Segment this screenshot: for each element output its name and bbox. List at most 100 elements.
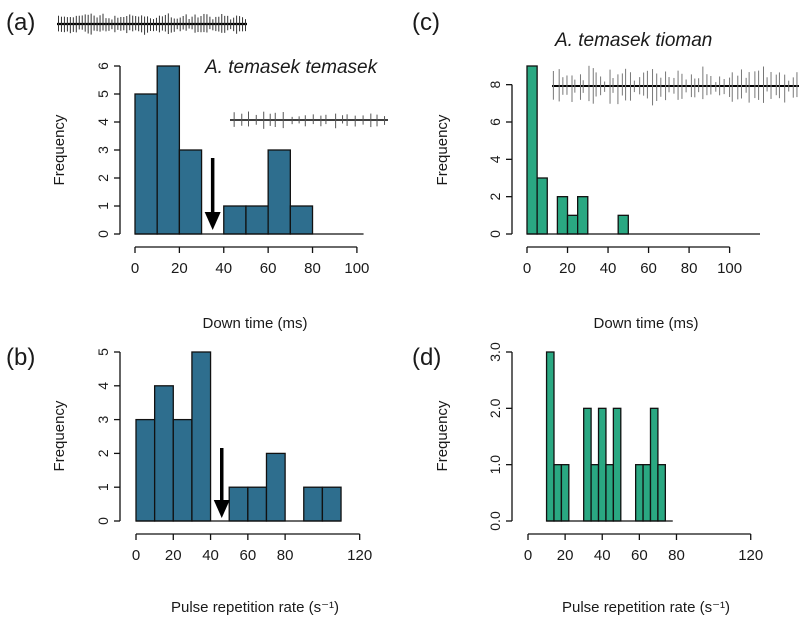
bar (553, 464, 563, 522)
y-tick-label: 1 (95, 202, 111, 210)
bar (612, 407, 622, 522)
y-tick-label: 5 (95, 90, 111, 98)
bar (536, 177, 548, 235)
y-tick-label: 3.0 (487, 342, 503, 362)
panel-b: (b) 0 20 40 60 80 120 0 1 2 3 4 5 Pulse repetition… (6, 344, 372, 616)
panel-d-xlabel: Pulse repetition rate (s⁻¹) (562, 599, 730, 616)
panel-c-waveform (552, 65, 799, 106)
x-tick-label: 0 (524, 547, 532, 564)
panel-a-waveform-full (57, 13, 247, 35)
bar (566, 214, 579, 235)
bar (289, 205, 314, 235)
x-tick-label: 40 (202, 547, 219, 564)
x-tick-label: 100 (344, 260, 369, 277)
panel-a-ylabel: Frequency (51, 114, 68, 185)
panel-a-title: A. temasek temasek (204, 57, 379, 78)
bar (560, 464, 570, 522)
panel-c-label: (c) (412, 9, 440, 36)
y-tick-label: 4 (95, 382, 111, 390)
x-tick-label: 0 (523, 260, 531, 277)
bar (135, 418, 156, 522)
panel-a-label: (a) (6, 9, 35, 36)
y-tick-label: 0 (95, 517, 111, 525)
x-tick-label: 60 (239, 547, 256, 564)
x-tick-label: 80 (277, 547, 294, 564)
bar (265, 452, 286, 522)
bar (590, 464, 600, 522)
panel-b-xlabel: Pulse repetition rate (s⁻¹) (171, 599, 339, 616)
panel-b-yticks: 0 1 2 3 4 5 (95, 348, 120, 525)
arrow-head (213, 500, 230, 518)
y-tick-label: 4 (487, 155, 503, 163)
y-tick-label: 1.0 (487, 455, 503, 475)
x-tick-label: 80 (681, 260, 698, 277)
panel-a-yticks: 0 1 2 3 4 5 6 (95, 62, 120, 238)
bar (526, 65, 538, 235)
y-tick-label: 0.0 (487, 511, 503, 531)
x-tick-label: 80 (668, 547, 685, 564)
y-tick-label: 2.0 (487, 398, 503, 418)
panel-d-yticks: 0.0 1.0 2.0 3.0 (487, 342, 512, 531)
panel-a-xlabel: Down time (ms) (202, 315, 307, 332)
panel-d-ylabel: Frequency (434, 400, 451, 471)
y-tick-label: 2 (95, 449, 111, 457)
panel-c-bars (526, 65, 760, 235)
bar (321, 486, 342, 522)
bar (577, 196, 589, 235)
bar (228, 486, 249, 522)
panel-c-xticks: 0 20 40 60 80 100 (523, 247, 742, 277)
x-tick-label: 60 (640, 260, 657, 277)
bar (649, 407, 659, 522)
x-tick-label: 20 (557, 547, 574, 564)
panel-a-bars (134, 65, 364, 235)
y-tick-label: 2 (487, 193, 503, 201)
arrow-head (204, 212, 221, 230)
x-tick-label: 40 (594, 547, 611, 564)
x-tick-label: 60 (260, 260, 277, 277)
y-tick-label: 3 (95, 415, 111, 423)
panel-b-ylabel: Frequency (51, 400, 68, 471)
panel-a-xticks: 0 20 40 60 80 100 (131, 247, 369, 277)
y-tick-label: 4 (95, 118, 111, 126)
panel-c-ylabel: Frequency (434, 114, 451, 185)
bar (245, 205, 269, 235)
bar (605, 464, 615, 522)
y-tick-label: 0 (487, 230, 503, 238)
y-tick-label: 6 (95, 62, 111, 70)
bar (617, 214, 629, 235)
x-tick-label: 20 (165, 547, 182, 564)
x-tick-label: 0 (131, 260, 139, 277)
x-tick-label: 120 (738, 547, 763, 564)
x-tick-label: 100 (717, 260, 742, 277)
panel-a-arrow (204, 158, 221, 230)
bar (223, 205, 247, 235)
y-tick-label: 2 (95, 174, 111, 182)
x-tick-label: 20 (559, 260, 576, 277)
x-tick-label: 120 (347, 547, 372, 564)
y-tick-label: 5 (95, 348, 111, 356)
panel-d-label: (d) (412, 344, 441, 371)
bar (597, 407, 607, 522)
x-tick-label: 80 (304, 260, 321, 277)
panel-d-xticks: 0 20 40 60 80 120 (524, 534, 763, 564)
panel-b-xticks: 0 20 40 60 80 120 (132, 534, 372, 564)
bar (156, 65, 181, 235)
bar (267, 149, 291, 235)
bar (134, 93, 158, 235)
panel-b-bars (135, 351, 342, 522)
y-tick-label: 8 (487, 81, 503, 89)
bar (634, 464, 644, 522)
panel-b-arrow (213, 448, 230, 518)
x-tick-label: 60 (631, 547, 648, 564)
y-tick-label: 6 (487, 118, 503, 126)
panel-d-bars (545, 351, 673, 522)
panel-c: (c) A. temasek tioman 0 20 40 60 80 100 0 2 4 6 8… (412, 9, 799, 332)
bar (642, 464, 652, 522)
bar (657, 464, 666, 522)
x-tick-label: 20 (171, 260, 188, 277)
bar (172, 418, 193, 522)
y-tick-label: 3 (95, 146, 111, 154)
y-tick-label: 1 (95, 483, 111, 491)
bar (303, 486, 324, 522)
